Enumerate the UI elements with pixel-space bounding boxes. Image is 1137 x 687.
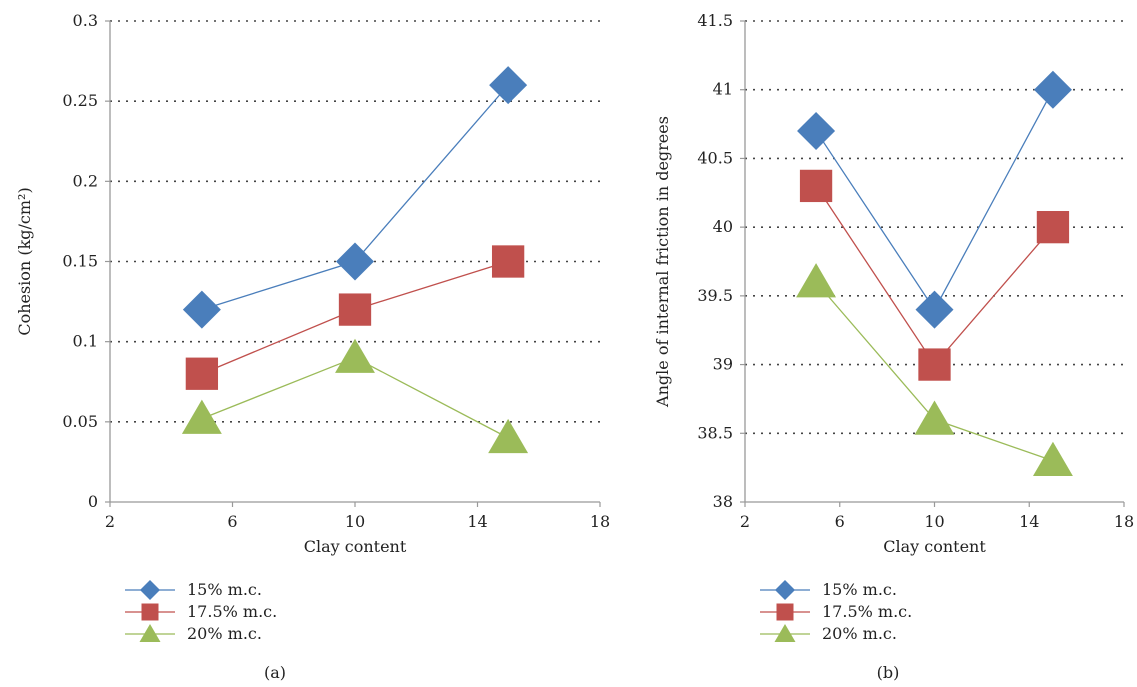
- x-axis-label: Clay content: [304, 537, 407, 556]
- series-line: [815, 89, 1054, 311]
- y-tick-label: 41: [713, 80, 733, 99]
- y-tick-label: 0.25: [62, 91, 98, 110]
- legend-marker: [774, 624, 796, 642]
- data-point: [491, 245, 525, 278]
- data-point: [914, 400, 955, 435]
- series-1: [799, 169, 1070, 381]
- y-tick-label: 0.3: [73, 11, 98, 30]
- legend-label: 17.5% m.c.: [187, 602, 277, 621]
- legend-label: 15% m.c.: [187, 580, 262, 599]
- data-point: [797, 111, 836, 150]
- y-tick-label: 40.5: [697, 148, 733, 167]
- x-tick-label: 6: [835, 512, 845, 531]
- y-tick-label: 0: [88, 492, 98, 511]
- data-point: [915, 290, 954, 329]
- y-tick-label: 39.5: [697, 286, 733, 305]
- y-tick-label: 0.15: [62, 252, 98, 271]
- y-axis-label: Angle of internal friction in degrees: [653, 116, 672, 408]
- legend-label: 20% m.c.: [822, 624, 897, 643]
- series-2: [181, 338, 529, 454]
- data-point: [185, 357, 219, 390]
- y-tick-label: 0.1: [73, 332, 98, 351]
- legend-label: 20% m.c.: [187, 624, 262, 643]
- data-point: [489, 66, 528, 105]
- y-tick-label: 0.05: [62, 412, 98, 431]
- y-tick-label: 40: [713, 217, 733, 236]
- data-point: [796, 263, 837, 298]
- x-tick-label: 18: [1114, 512, 1134, 531]
- x-tick-label: 14: [1019, 512, 1039, 531]
- x-tick-label: 10: [345, 512, 365, 531]
- legend-label: 17.5% m.c.: [822, 602, 912, 621]
- series-1: [185, 245, 525, 390]
- series-line: [815, 185, 1054, 366]
- legend-item-0: 15% m.c.: [760, 580, 897, 600]
- y-axis-label: Cohesion (kg/cm²): [15, 187, 34, 335]
- y-tick-label: 38: [713, 492, 733, 511]
- panel-caption: (b): [877, 663, 900, 682]
- data-point: [488, 418, 529, 454]
- x-tick-label: 2: [740, 512, 750, 531]
- chart-panel-a: 0 0.05 0.1 0.15 0.2 0.25 0.3 2 6 10 14 18 Clay conte…: [15, 11, 610, 682]
- x-tick-label: 14: [467, 512, 487, 531]
- legend-item-2: 20% m.c.: [125, 624, 262, 643]
- y-tick-label: 39: [713, 355, 733, 374]
- legend-marker: [139, 624, 161, 642]
- x-tick-label: 18: [590, 512, 610, 531]
- data-point: [338, 293, 372, 326]
- panel-caption: (a): [264, 663, 286, 682]
- data-point: [1036, 210, 1070, 244]
- legend-item-1: 17.5% m.c.: [125, 602, 277, 621]
- series-0: [797, 70, 1072, 329]
- chart-panel-b: 38 38.5 39 39.5 40 40.5 41 41.5 2 6 10 14 18 Clay con…: [653, 11, 1134, 682]
- x-tick-label: 10: [924, 512, 944, 531]
- x-tick-label: 6: [227, 512, 237, 531]
- data-point: [181, 399, 222, 434]
- x-tick-label: 2: [105, 512, 115, 531]
- legend-marker: [776, 603, 794, 621]
- data-point: [1032, 441, 1073, 476]
- legend-marker: [141, 603, 159, 621]
- legend-item-0: 15% m.c.: [125, 580, 262, 600]
- data-point: [336, 242, 374, 281]
- x-axis-label: Clay content: [883, 537, 986, 556]
- legend-item-1: 17.5% m.c.: [760, 602, 912, 621]
- series-0: [182, 66, 528, 329]
- y-tick-label: 0.2: [73, 171, 98, 190]
- y-tick-label: 38.5: [697, 423, 733, 442]
- series-2: [796, 263, 1073, 476]
- data-point: [799, 169, 833, 203]
- data-point: [1033, 70, 1072, 109]
- data-point: [335, 338, 375, 373]
- legend-item-2: 20% m.c.: [760, 624, 897, 643]
- data-point: [918, 348, 951, 381]
- y-tick-label: 41.5: [697, 11, 733, 30]
- legend-marker: [140, 580, 160, 600]
- legend-label: 15% m.c.: [822, 580, 897, 599]
- data-point: [182, 290, 221, 329]
- legend-marker: [775, 580, 795, 600]
